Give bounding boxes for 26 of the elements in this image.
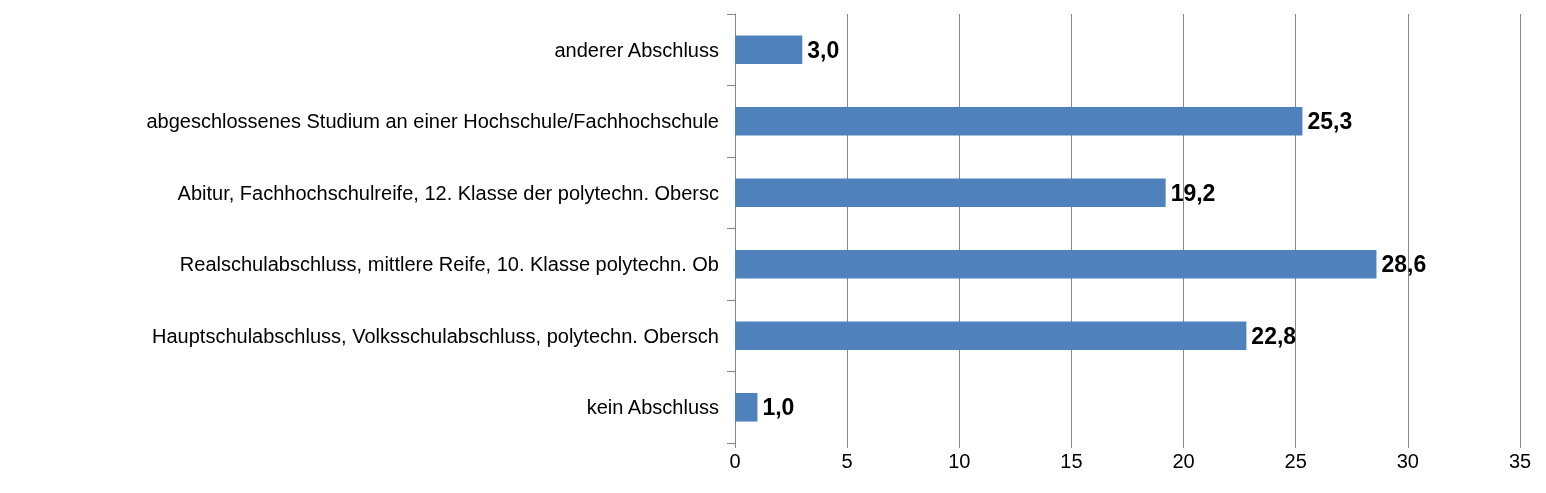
x-tick-label: 10 [948,450,971,472]
data-label: 25,3 [1307,108,1353,135]
x-tick-label: 35 [1508,450,1532,472]
bar [735,106,1303,136]
x-tick-label: 5 [841,450,853,472]
data-label: 28,6 [1381,251,1427,278]
y-tick-label: Realschulabschluss, mittlere Reife, 10. Klasse polytechn. Ob [179,253,719,276]
y-tick-label: kein Abschluss [586,396,719,419]
x-tick-label: 15 [1060,450,1083,472]
y-tick-label: Abitur, Fachhochschulreife, 12. Klasse der polytechn. Obersc [177,181,719,204]
bar [735,392,758,422]
data-label: 1,0 [762,394,795,421]
data-label: 22,8 [1251,322,1297,349]
bar [735,321,1247,351]
bar [735,249,1377,279]
bar [735,35,803,65]
data-label: 3,0 [807,36,840,63]
y-tick-label: anderer Abschluss [554,38,719,61]
bar [735,178,1166,208]
data-label: 19,2 [1170,179,1216,206]
x-tick-label: 20 [1172,450,1195,472]
y-tick-label: abgeschlossenes Studium an einer Hochschule/Fachhochschule [146,110,719,133]
y-tick-label: Hauptschulabschluss, Volksschulabschluss, polytechn. Obersch [152,324,719,347]
x-tick-label: 0 [729,450,741,472]
x-tick-label: 30 [1396,450,1419,472]
x-tick-label: 25 [1284,450,1307,472]
